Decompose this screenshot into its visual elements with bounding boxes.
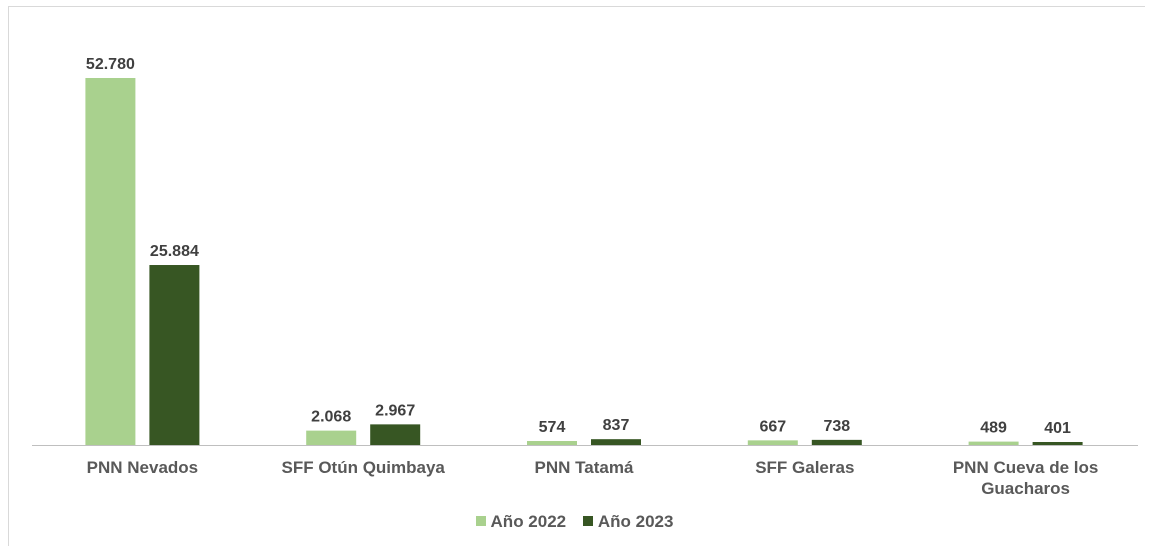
bar-2023-2 <box>591 439 641 445</box>
bar-2022-2 <box>527 441 577 445</box>
bar-2022-1 <box>306 430 357 445</box>
bar-2023-3 <box>811 439 862 445</box>
bar-2022-3 <box>747 440 798 445</box>
data-label-2023-1: 2.967 <box>375 402 415 419</box>
bar-2023-1 <box>370 424 421 445</box>
bar-2023-4 <box>1032 442 1083 445</box>
data-label-2022-4: 489 <box>980 420 1007 437</box>
category-label-4-line-1: Guacharos <box>981 479 1070 498</box>
legend-swatch-2022 <box>475 516 486 526</box>
data-label-2023-4: 401 <box>1044 420 1071 437</box>
data-label-2023-3: 738 <box>823 418 850 435</box>
data-label-2022-2: 574 <box>539 419 566 436</box>
category-label-0: PNN Nevados <box>87 458 198 477</box>
bar-2022-4 <box>968 441 1019 445</box>
legend-label-2022: Año 2022 <box>490 512 567 531</box>
data-label-2022-0: 52.780 <box>86 56 135 73</box>
bar-2023-0 <box>149 265 200 445</box>
category-label-3: SFF Galeras <box>755 458 854 477</box>
data-label-2023-2: 837 <box>603 417 630 434</box>
data-label-2023-0: 25.884 <box>150 243 199 260</box>
data-label-2022-1: 2.068 <box>311 409 351 426</box>
bar-2022-0 <box>85 78 136 445</box>
data-label-2022-3: 667 <box>759 418 786 435</box>
chart-frame <box>8 6 1145 546</box>
legend-item-2023: Año 2023 <box>582 512 674 532</box>
category-label-2: PNN Tatamá <box>535 458 634 477</box>
legend-label-2023: Año 2023 <box>597 512 674 531</box>
legend: Año 2022 Año 2023 <box>0 512 1149 532</box>
category-label-1: SFF Otún Quimbaya <box>281 458 445 477</box>
category-label-4-line-0: PNN Cueva de los <box>953 458 1099 477</box>
bar-chart: 52.780 25.884 2.068 2.967 574 837 667 738 489 401… <box>32 56 1138 498</box>
legend-swatch-2023 <box>582 516 593 526</box>
legend-item-2022: Año 2022 <box>475 512 567 532</box>
